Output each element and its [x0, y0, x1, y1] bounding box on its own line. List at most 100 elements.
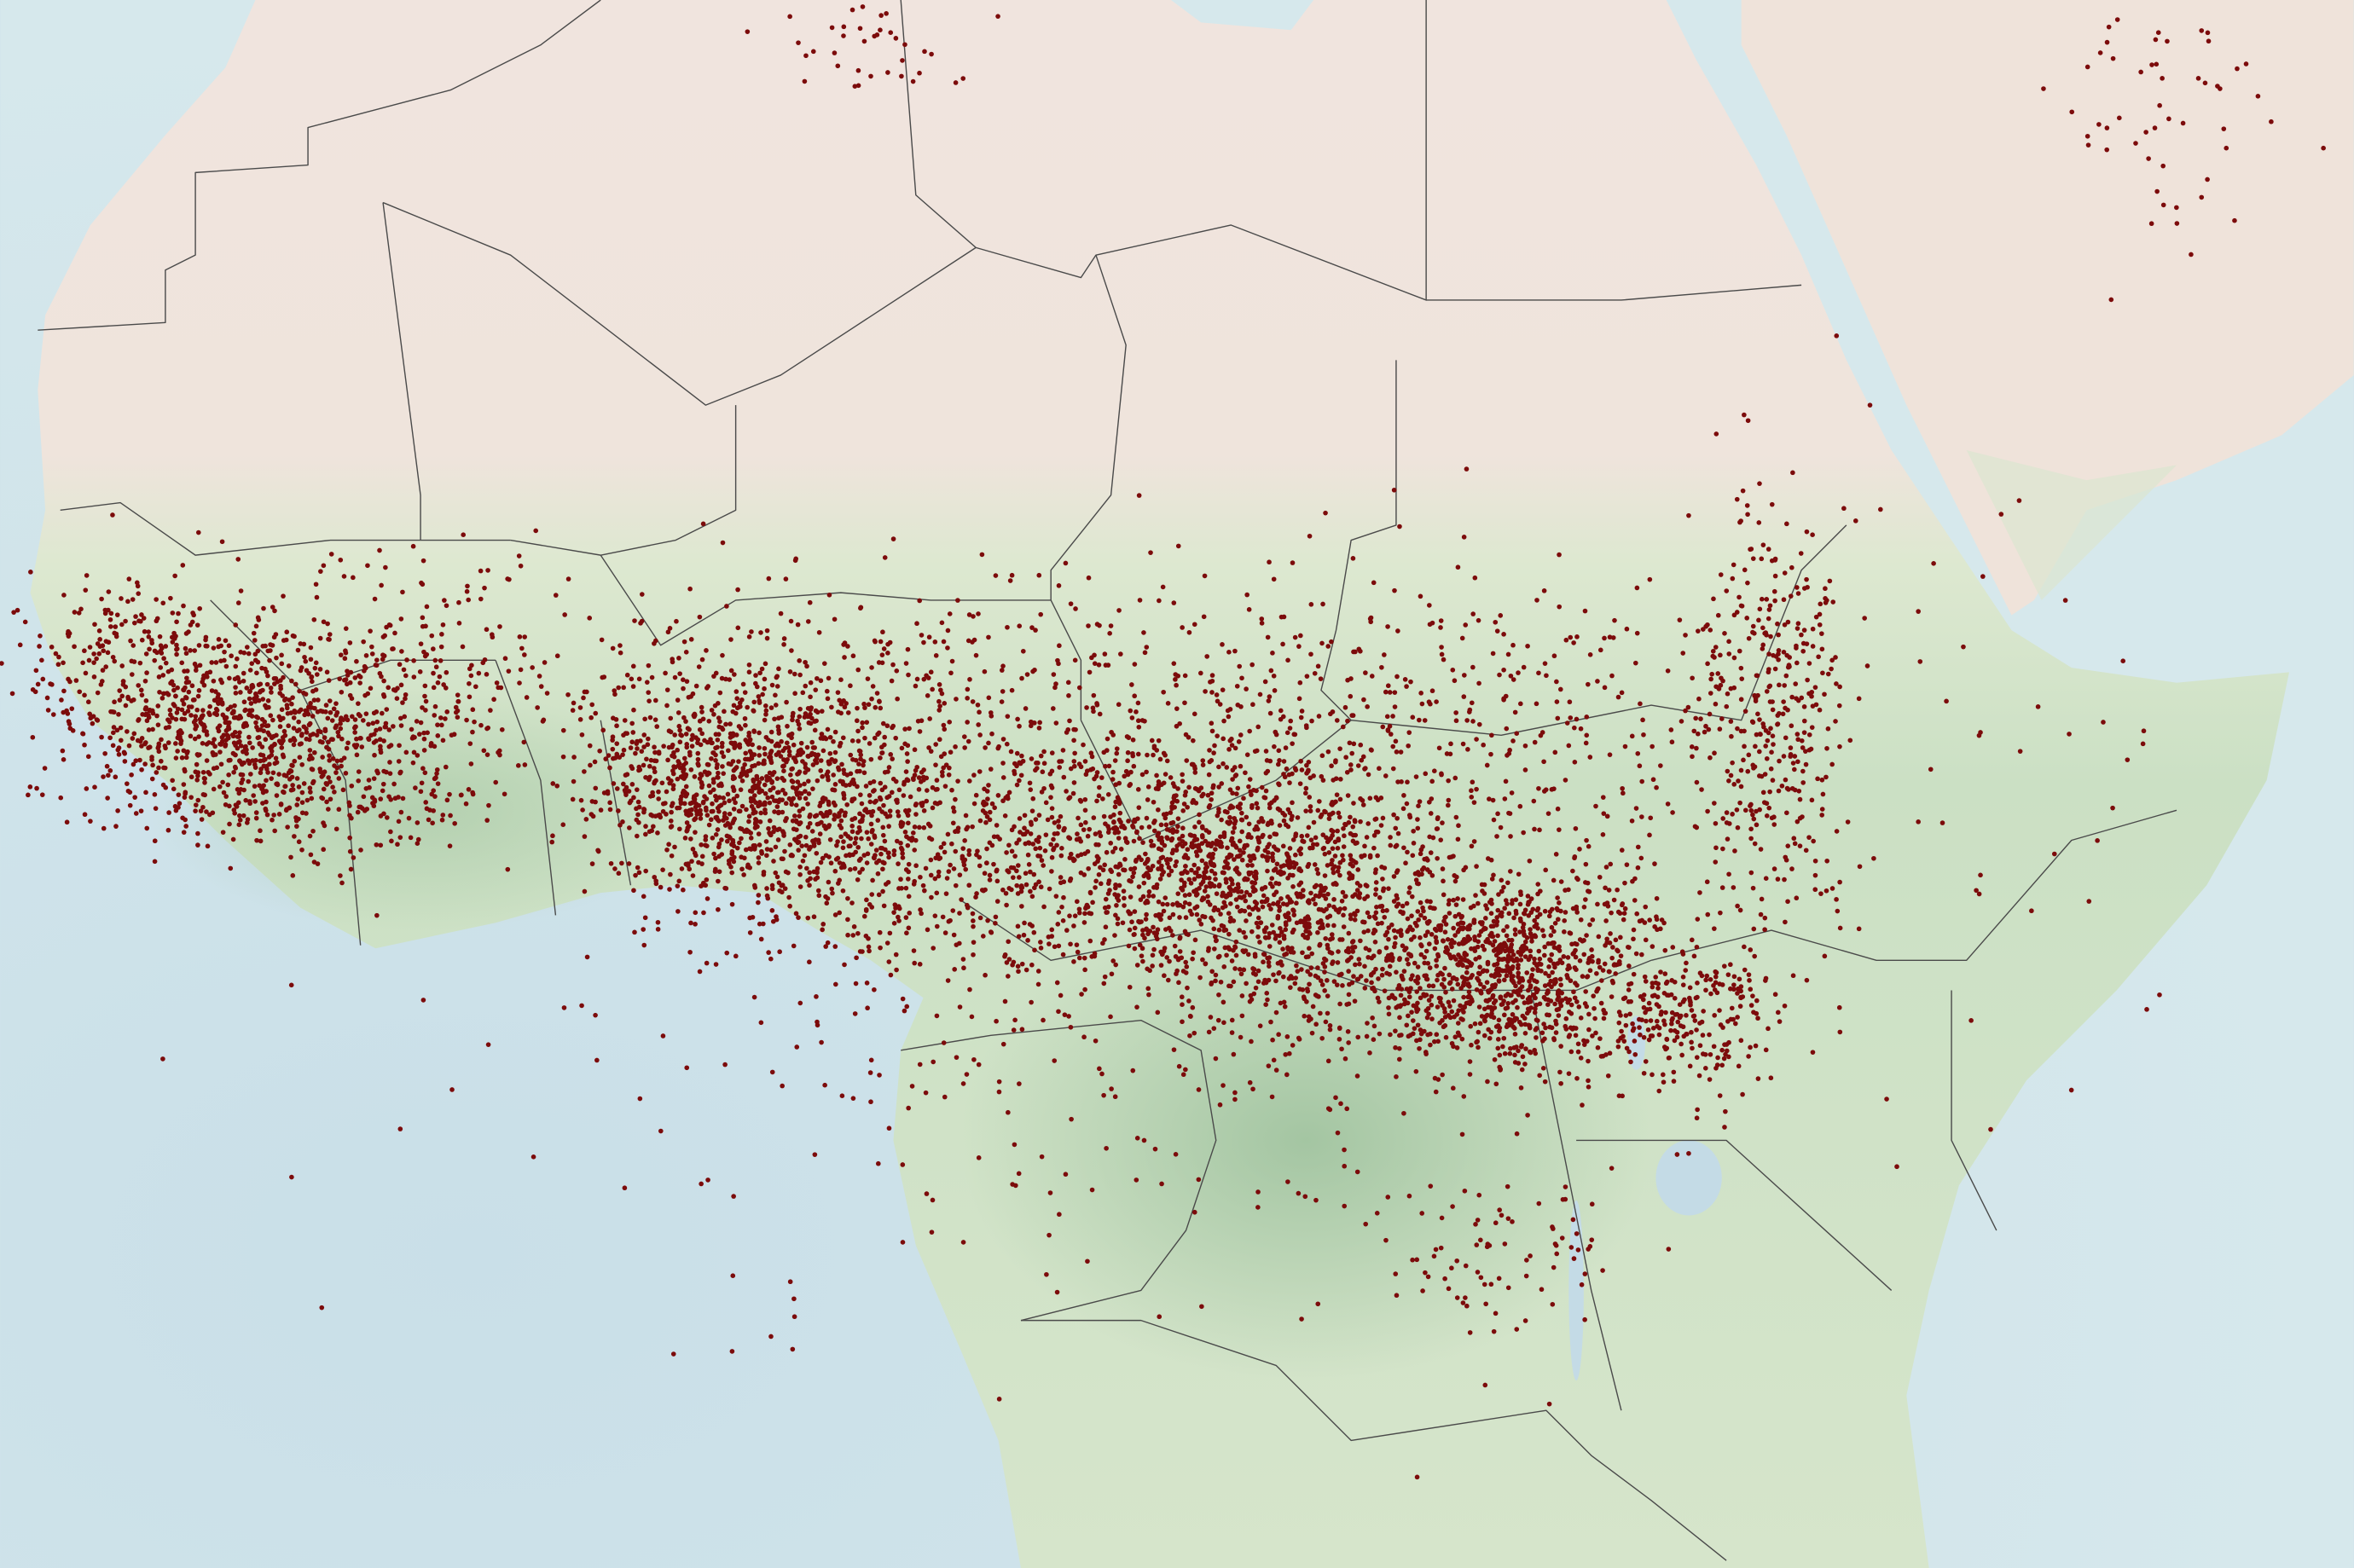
fire-point	[110, 709, 115, 715]
fire-point	[181, 701, 187, 707]
fire-point	[1267, 963, 1272, 969]
fire-point	[571, 778, 577, 784]
fire-point	[652, 766, 657, 771]
fire-point	[1209, 796, 1214, 802]
fire-point	[916, 775, 922, 780]
fire-point	[173, 755, 179, 761]
fire-point	[1348, 912, 1354, 917]
fire-point	[225, 726, 230, 732]
fire-point	[731, 807, 737, 812]
fire-point	[795, 752, 801, 758]
fire-point	[1287, 810, 1293, 816]
fire-point	[1356, 957, 1362, 962]
fire-point	[749, 754, 755, 760]
fire-point	[1245, 952, 1251, 958]
fire-point	[123, 618, 128, 624]
fire-point	[1005, 868, 1010, 873]
fire-point	[1349, 750, 1355, 756]
fire-point	[1265, 868, 1270, 874]
fire-point	[1144, 898, 1150, 904]
fire-point	[1263, 1002, 1268, 1008]
fire-point	[811, 869, 817, 875]
fire-point	[681, 801, 687, 807]
fire-point	[693, 683, 699, 689]
fire-point	[296, 816, 301, 822]
fire-point	[733, 765, 739, 770]
fire-point	[1307, 804, 1313, 809]
fire-point	[768, 738, 774, 744]
fire-point	[762, 782, 768, 788]
fire-point	[467, 666, 473, 672]
fire-point	[1056, 819, 1061, 824]
fire-point	[786, 753, 792, 758]
fire-point	[1132, 865, 1138, 871]
fire-point	[432, 713, 438, 718]
fire-point	[851, 924, 857, 929]
fire-point	[790, 717, 795, 723]
fire-point	[819, 732, 825, 737]
fire-point	[832, 912, 838, 917]
fire-point	[953, 882, 959, 888]
fire-point	[80, 731, 85, 737]
fire-point	[1322, 969, 1327, 975]
fire-point	[132, 795, 137, 800]
fire-point	[1316, 894, 1322, 900]
fire-point	[1418, 1027, 1423, 1033]
fire-point	[878, 851, 884, 857]
fire-point	[774, 804, 780, 809]
fire-point	[1067, 795, 1073, 800]
fire-point	[741, 872, 746, 877]
fire-point	[1033, 817, 1039, 822]
fire-point	[951, 808, 957, 814]
fire-point	[1261, 893, 1267, 899]
fire-point	[1064, 928, 1070, 933]
fire-point	[762, 717, 768, 723]
fire-point	[112, 658, 118, 664]
fire-point	[768, 787, 773, 793]
fire-point	[845, 644, 850, 649]
fire-point	[167, 707, 173, 713]
fire-point	[1314, 993, 1319, 998]
fire-point	[866, 944, 872, 950]
fire-point	[194, 707, 200, 713]
fire-point	[1226, 747, 1232, 752]
fire-point	[911, 948, 917, 953]
fire-point	[1158, 949, 1163, 955]
fire-point	[1089, 754, 1095, 760]
fire-point	[649, 674, 655, 680]
fire-point	[1406, 994, 1412, 1000]
fire-point	[715, 761, 720, 767]
fire-point	[635, 865, 641, 871]
fire-point	[791, 671, 797, 677]
fire-point	[693, 804, 699, 810]
fire-point	[347, 803, 352, 808]
fire-point	[356, 778, 362, 784]
fire-point	[1218, 911, 1223, 917]
fire-point	[339, 880, 345, 886]
fire-point	[423, 800, 429, 805]
fire-point	[790, 853, 795, 859]
fire-point	[1146, 893, 1151, 899]
fire-point	[570, 796, 576, 802]
fire-point	[711, 851, 716, 857]
fire-point	[772, 809, 777, 814]
fire-point	[1034, 761, 1039, 766]
fire-point	[130, 697, 136, 703]
fire-point	[1325, 839, 1331, 845]
fire-point	[1233, 939, 1239, 945]
fire-point	[1445, 937, 1451, 942]
fire-point	[139, 637, 145, 643]
fire-point	[1249, 880, 1255, 885]
fire-point	[781, 636, 787, 641]
fire-point	[231, 769, 236, 775]
fire-point	[219, 539, 225, 545]
fire-point	[1087, 938, 1093, 944]
fire-point	[977, 709, 982, 715]
fire-point	[938, 687, 943, 693]
fire-point	[289, 701, 294, 707]
fire-point	[321, 786, 327, 792]
fire-point	[310, 688, 316, 694]
fire-point	[253, 720, 258, 726]
fire-point	[1072, 750, 1077, 756]
fire-point	[252, 638, 258, 643]
